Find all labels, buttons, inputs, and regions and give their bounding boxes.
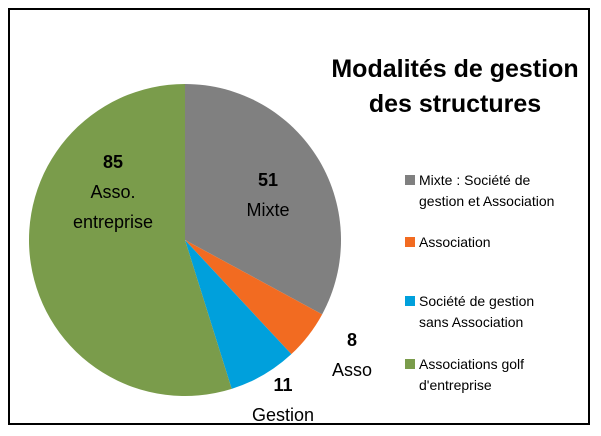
data-label: 11 Gestion (252, 370, 314, 430)
pie-slice (185, 240, 323, 355)
data-label-value: 8 (346, 330, 357, 350)
legend-label: Société de gestion sans Association (419, 293, 535, 330)
data-label-name: Asso (331, 360, 373, 380)
data-label: 85 Asso. entreprise (58, 147, 168, 237)
data-label-name: Gestion (251, 405, 315, 425)
legend-item: Société de gestion sans Association (405, 291, 565, 333)
pie-slice (185, 84, 342, 315)
legend-label: Associations golf d'entreprise (419, 356, 525, 393)
data-label-value: 85 (102, 152, 124, 172)
legend-item: Associations golf d'entreprise (405, 354, 565, 396)
legend-swatch (405, 296, 415, 306)
pie-slice (185, 240, 292, 389)
pie-slice (29, 84, 232, 397)
legend-item: Association (405, 232, 565, 253)
legend-label: Mixte : Société de gestion et Associatio… (419, 172, 555, 209)
legend-label: Association (419, 234, 491, 250)
data-label: 51 Mixte (246, 165, 289, 225)
legend-item: Mixte : Société de gestion et Associatio… (405, 170, 565, 212)
data-label-value: 11 (273, 375, 293, 395)
data-label-name: Asso. entreprise (72, 182, 154, 232)
legend-swatch (405, 359, 415, 369)
data-label: 8 Asso (332, 325, 372, 385)
legend-swatch (405, 237, 415, 247)
chart-title: Modalités de gestion des structures (331, 55, 579, 118)
chart-frame (8, 8, 590, 425)
data-label-value: 51 (257, 170, 279, 190)
legend-swatch (405, 175, 415, 185)
data-label-name: Mixte (246, 200, 290, 220)
